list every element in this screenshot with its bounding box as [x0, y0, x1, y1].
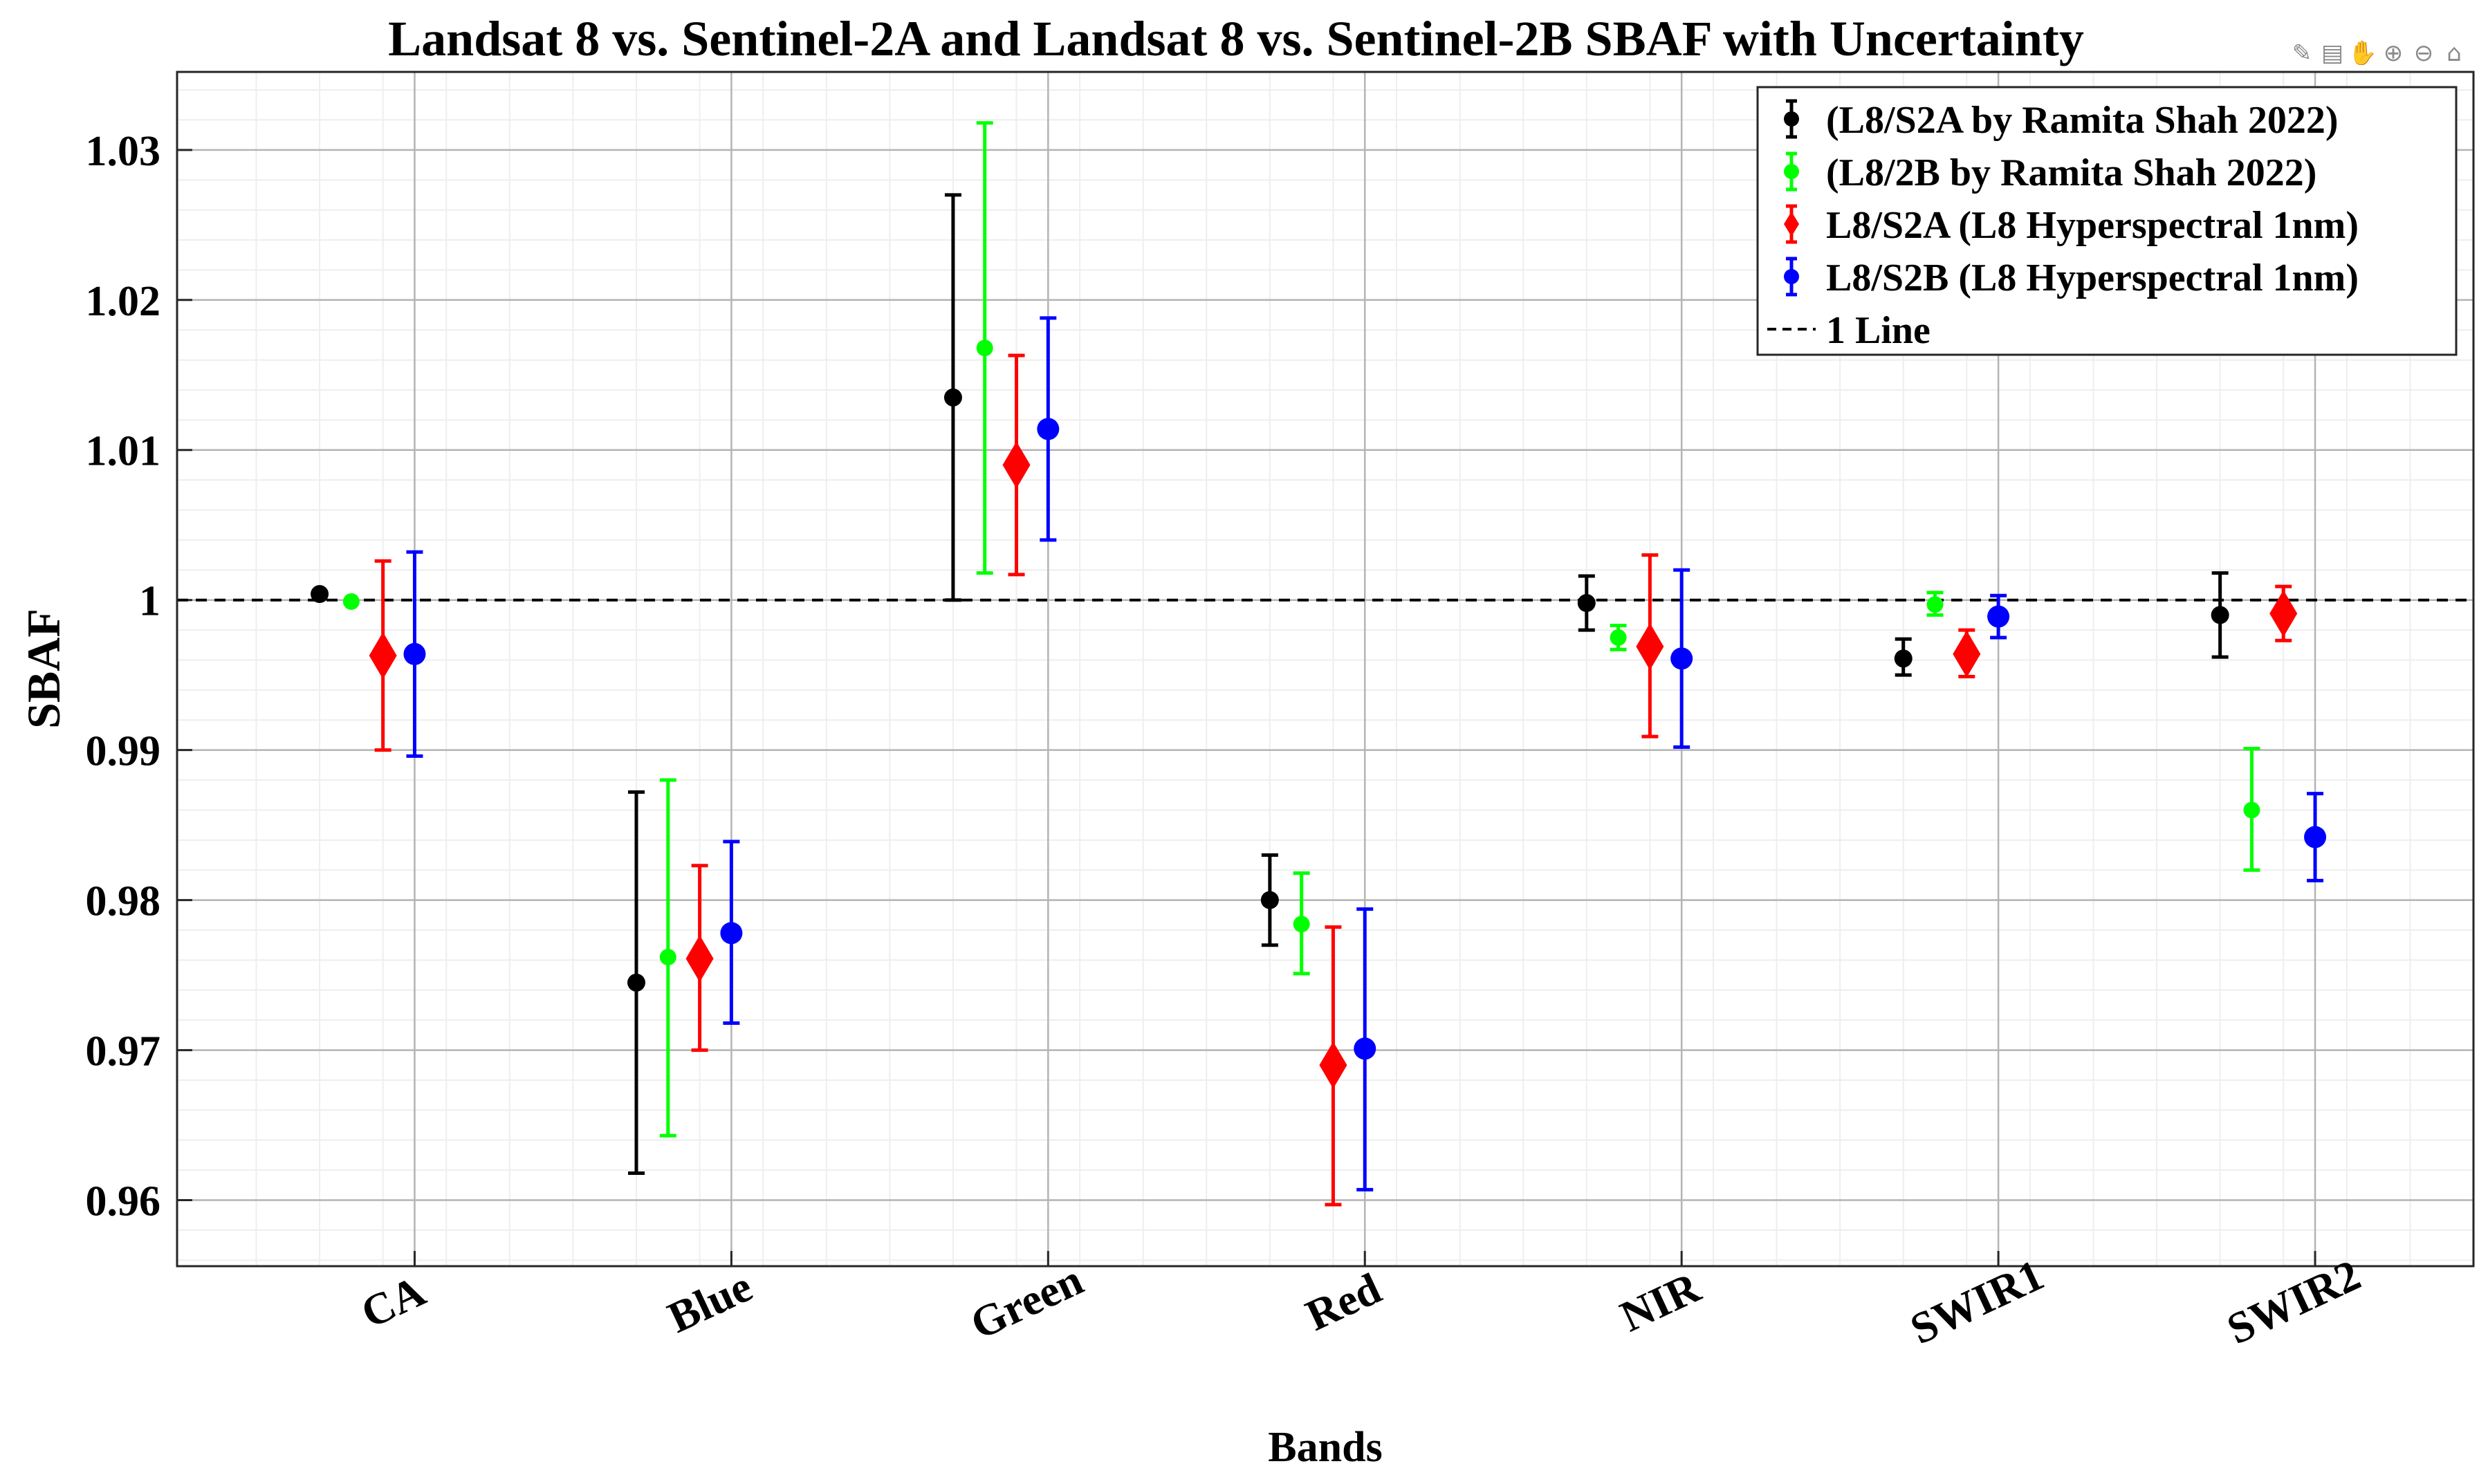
data-point	[1894, 649, 1913, 668]
zoom-out-icon[interactable]: ⊖	[2413, 39, 2434, 67]
chart-title: Landsat 8 vs. Sentinel-2A and Landsat 8 …	[388, 11, 2084, 66]
data-point	[1293, 916, 1310, 933]
series-2	[342, 121, 2260, 1138]
data-point	[369, 631, 397, 679]
y-tick-label: 0.98	[86, 878, 161, 925]
legend-marker	[1784, 111, 1799, 127]
data-point	[1670, 647, 1693, 670]
legend-marker	[1784, 164, 1799, 179]
data-tips-icon[interactable]: ▤	[2321, 39, 2344, 67]
legend-entry-label: L8/S2A (L8 Hyperspectral 1nm)	[1826, 204, 2359, 247]
legend-box	[1756, 86, 2458, 356]
legend: (L8/S2A by Ramita Shah 2022) (L8/2B by Ra…	[1756, 86, 2458, 356]
data-point	[1610, 629, 1627, 646]
data-point	[685, 935, 714, 983]
y-tick-labels: 0.96 0.97 0.98 0.99 1 1.01 1.02 1.03	[86, 128, 161, 1225]
data-point	[943, 388, 962, 407]
home-icon[interactable]: ⌂	[2446, 39, 2462, 67]
legend-entry-label: 1 Line	[1826, 309, 1930, 352]
y-tick-label: 1.03	[86, 128, 161, 175]
data-point	[403, 642, 426, 665]
data-point	[1319, 1041, 1347, 1089]
data-point	[1002, 441, 1031, 489]
series-3	[369, 353, 2298, 1207]
data-point	[311, 585, 329, 604]
y-axis-label: SBAF	[17, 609, 70, 729]
legend-marker	[1784, 212, 1799, 236]
data-point	[342, 593, 360, 610]
legend-entry-label: (L8/S2A by Ramita Shah 2022)	[1826, 99, 2339, 142]
data-point	[720, 922, 743, 945]
data-point	[1037, 418, 1060, 440]
pan-icon[interactable]: ✋	[2348, 39, 2378, 67]
y-tick-label: 0.97	[86, 1028, 161, 1075]
data-point	[1577, 594, 1596, 613]
series-4	[403, 316, 2327, 1191]
data-point	[659, 949, 676, 966]
y-tick-label: 0.99	[86, 728, 161, 775]
data-point	[2211, 606, 2229, 624]
y-tick-label: 0.96	[86, 1178, 161, 1225]
data-point	[1260, 891, 1279, 909]
data-point	[1987, 605, 2010, 628]
legend-entry-label: L8/S2B (L8 Hyperspectral 1nm)	[1826, 257, 2359, 299]
axes-toolbar: ✎ ▤ ✋ ⊕ ⊖ ⌂	[2288, 36, 2485, 71]
data-point	[627, 973, 645, 992]
data-point	[1926, 596, 1944, 613]
brush-icon[interactable]: ✎	[2292, 39, 2312, 67]
y-tick-label: 1	[139, 578, 160, 625]
legend-marker	[1784, 269, 1799, 284]
x-axis-label: Bands	[1268, 1424, 1382, 1471]
data-point	[1953, 630, 1981, 678]
zoom-in-icon[interactable]: ⊕	[2383, 39, 2404, 67]
data-point	[2269, 590, 2298, 638]
y-tick-label: 1.02	[86, 278, 161, 325]
series-1	[311, 193, 2229, 1175]
legend-entry-label: (L8/2B by Ramita Shah 2022)	[1826, 151, 2316, 194]
data-point	[1354, 1037, 1376, 1060]
y-tick-label: 1.01	[86, 428, 161, 475]
data-point	[2243, 801, 2260, 819]
series-layer	[311, 121, 2327, 1207]
data-point	[976, 340, 993, 357]
data-point	[2304, 826, 2327, 848]
plot-area-frame	[176, 71, 2475, 1268]
data-point	[1636, 622, 1664, 670]
